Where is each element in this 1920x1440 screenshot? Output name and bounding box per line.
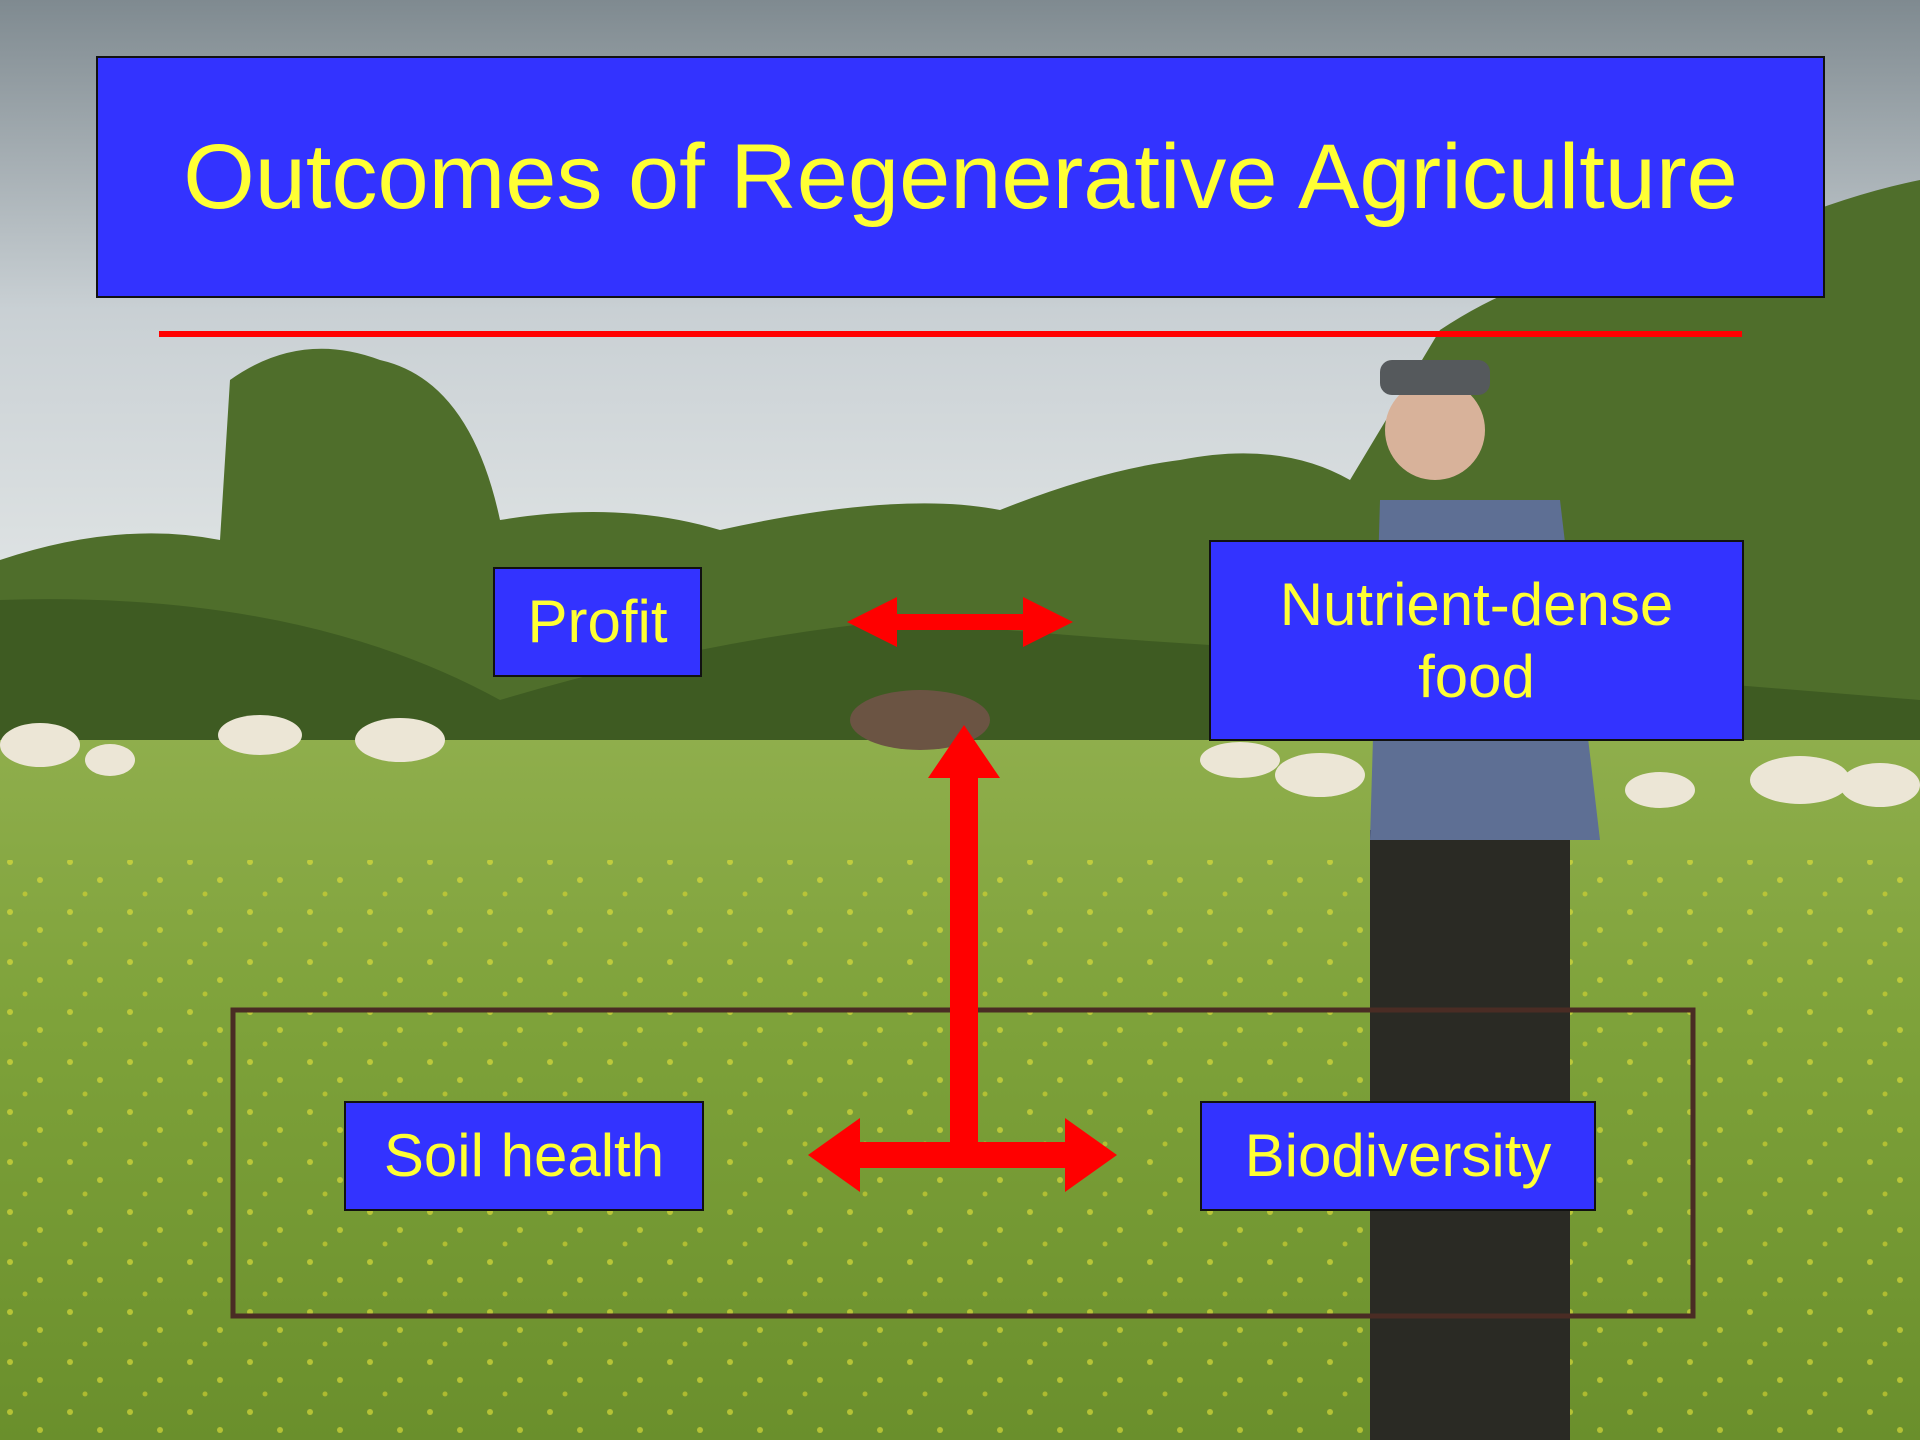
node-box: Biodiversity — [1200, 1101, 1596, 1211]
double-arrow-bottom — [808, 1118, 1117, 1192]
sheep — [0, 715, 1920, 808]
donkey — [850, 690, 990, 750]
node-box: Soil health — [344, 1101, 704, 1211]
node-box: Nutrient-dense food — [1209, 540, 1744, 741]
slide-title: Outcomes of Regenerative Agriculture — [96, 56, 1825, 298]
vertical-arrow — [928, 725, 1000, 1145]
arrows — [808, 597, 1117, 1192]
node-box: Profit — [493, 567, 702, 677]
double-arrow-top — [847, 597, 1073, 647]
